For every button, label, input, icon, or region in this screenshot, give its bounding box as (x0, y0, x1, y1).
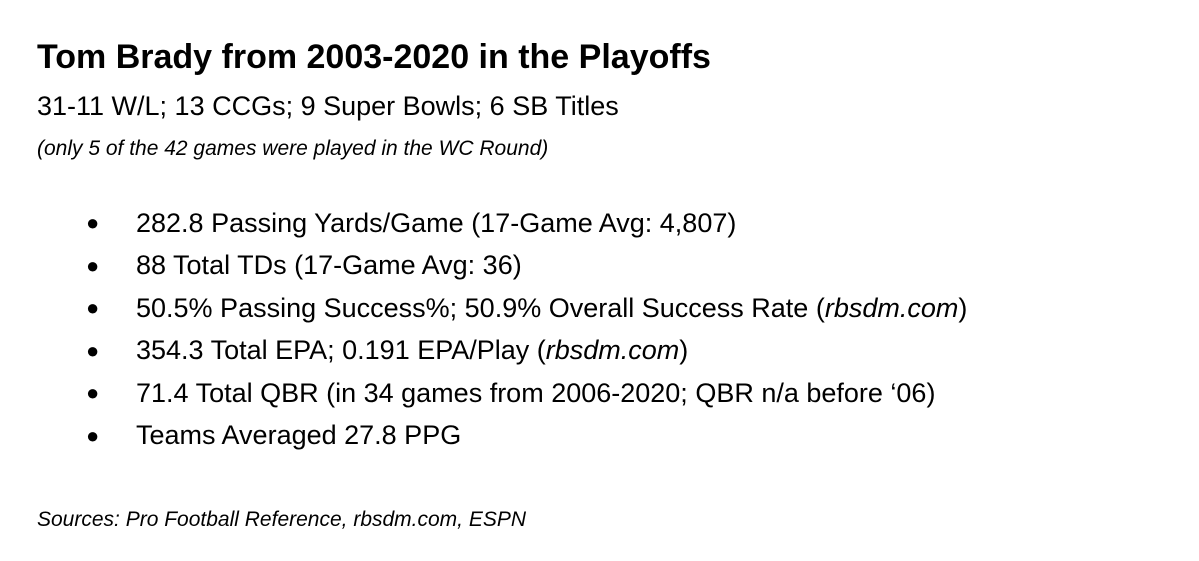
stat-item: ● 282.8 Passing Yards/Game (17-Game Avg:… (80, 202, 967, 245)
stat-item: ● 354.3 Total EPA; 0.191 EPA/Play (rbsdm… (80, 330, 967, 373)
stat-text: 354.3 Total EPA; 0.191 EPA/Play (rbsdm.c… (136, 335, 689, 366)
stat-source: rbsdm.com (824, 292, 959, 323)
stats-list: ● 282.8 Passing Yards/Game (17-Game Avg:… (80, 202, 967, 457)
bullet-icon: ● (86, 210, 100, 236)
stat-text: 50.5% Passing Success%; 50.9% Overall Su… (136, 292, 968, 323)
bullet-icon: ● (86, 337, 100, 363)
stat-text: 71.4 Total QBR (in 34 games from 2006-20… (136, 377, 936, 408)
stat-text: 88 Total TDs (17-Game Avg: 36) (136, 250, 522, 281)
page-subtitle: 31-11 W/L; 13 CCGs; 9 Super Bowls; 6 SB … (37, 91, 619, 121)
bullet-icon: ● (86, 422, 100, 448)
stat-item: ● Teams Averaged 27.8 PPG (80, 415, 967, 458)
page-title: Tom Brady from 2003-2020 in the Playoffs (37, 38, 711, 76)
stat-item: ● 50.5% Passing Success%; 50.9% Overall … (80, 287, 967, 330)
bullet-icon: ● (86, 252, 100, 278)
stat-source: rbsdm.com (545, 335, 680, 366)
stat-item: ● 71.4 Total QBR (in 34 games from 2006-… (80, 372, 967, 415)
stat-item: ● 88 Total TDs (17-Game Avg: 36) (80, 245, 967, 288)
wc-round-note: (only 5 of the 42 games were played in t… (37, 137, 549, 160)
sources-footnote: Sources: Pro Football Reference, rbsdm.c… (37, 508, 527, 531)
bullet-icon: ● (86, 295, 100, 321)
stat-text: Teams Averaged 27.8 PPG (136, 420, 462, 451)
stat-text: 282.8 Passing Yards/Game (17-Game Avg: 4… (136, 207, 737, 238)
bullet-icon: ● (86, 380, 100, 406)
